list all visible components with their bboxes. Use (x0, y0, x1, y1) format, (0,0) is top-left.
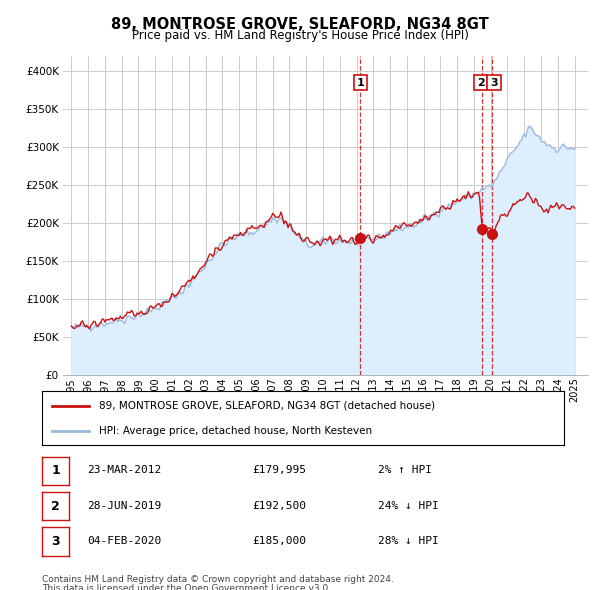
Text: 23-MAR-2012: 23-MAR-2012 (87, 466, 161, 475)
Text: 3: 3 (51, 535, 60, 548)
Text: This data is licensed under the Open Government Licence v3.0.: This data is licensed under the Open Gov… (42, 584, 331, 590)
Text: £179,995: £179,995 (252, 466, 306, 475)
Text: 89, MONTROSE GROVE, SLEAFORD, NG34 8GT (detached house): 89, MONTROSE GROVE, SLEAFORD, NG34 8GT (… (100, 401, 436, 411)
Text: 28-JUN-2019: 28-JUN-2019 (87, 501, 161, 510)
Text: £192,500: £192,500 (252, 501, 306, 510)
Text: 2: 2 (477, 78, 485, 87)
Text: 89, MONTROSE GROVE, SLEAFORD, NG34 8GT: 89, MONTROSE GROVE, SLEAFORD, NG34 8GT (111, 17, 489, 31)
Text: 2: 2 (51, 500, 60, 513)
Text: HPI: Average price, detached house, North Kesteven: HPI: Average price, detached house, Nort… (100, 426, 373, 436)
Text: Contains HM Land Registry data © Crown copyright and database right 2024.: Contains HM Land Registry data © Crown c… (42, 575, 394, 584)
Text: Price paid vs. HM Land Registry's House Price Index (HPI): Price paid vs. HM Land Registry's House … (131, 30, 469, 42)
Text: 04-FEB-2020: 04-FEB-2020 (87, 536, 161, 546)
Text: £185,000: £185,000 (252, 536, 306, 546)
Text: 3: 3 (490, 78, 498, 87)
Text: 2% ↑ HPI: 2% ↑ HPI (378, 466, 432, 475)
Text: 28% ↓ HPI: 28% ↓ HPI (378, 536, 439, 546)
Text: 1: 1 (356, 78, 364, 87)
Text: 1: 1 (51, 464, 60, 477)
Text: 24% ↓ HPI: 24% ↓ HPI (378, 501, 439, 510)
